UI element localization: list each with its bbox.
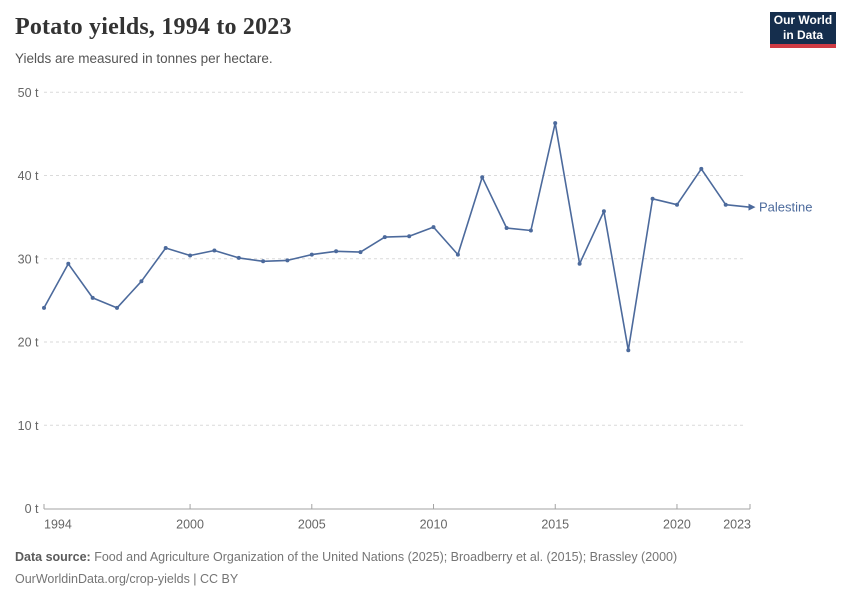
data-point[interactable] — [188, 253, 193, 258]
x-tick-label: 2023 — [723, 518, 751, 532]
data-point[interactable] — [382, 235, 387, 240]
y-tick-label: 0 t — [25, 502, 39, 516]
data-point[interactable] — [139, 279, 144, 284]
series-label[interactable]: Palestine — [759, 200, 812, 215]
data-source-label: Data source: — [15, 550, 91, 564]
x-tick-label: 2020 — [663, 518, 691, 532]
page-title: Potato yields, 1994 to 2023 — [15, 14, 292, 40]
data-point[interactable] — [699, 166, 704, 171]
data-point[interactable] — [163, 246, 168, 250]
data-point[interactable] — [650, 196, 655, 201]
data-point[interactable] — [626, 348, 631, 353]
data-point[interactable] — [90, 295, 95, 300]
data-point[interactable] — [431, 225, 436, 230]
data-point[interactable] — [334, 249, 339, 254]
chart-subtitle: Yields are measured in tonnes per hectar… — [15, 51, 273, 66]
x-tick-label: 2000 — [176, 518, 204, 532]
x-tick-label: 2015 — [541, 518, 569, 532]
data-point[interactable] — [504, 226, 509, 230]
data-point[interactable] — [358, 250, 363, 255]
data-point[interactable] — [407, 234, 412, 239]
data-point[interactable] — [480, 175, 485, 180]
x-tick-label: 1994 — [44, 518, 72, 532]
chart-footer: Data source: Food and Agriculture Organi… — [15, 546, 735, 590]
data-line[interactable] — [43, 122, 751, 352]
data-source-text: Food and Agriculture Organization of the… — [94, 550, 678, 564]
y-tick-label: 50 t — [18, 86, 39, 100]
data-point[interactable] — [601, 209, 606, 214]
y-tick-label: 40 t — [18, 169, 39, 183]
y-tick-label: 10 t — [18, 419, 39, 433]
data-point[interactable] — [675, 202, 679, 207]
data-point[interactable] — [309, 252, 314, 257]
data-point[interactable] — [115, 305, 119, 310]
owid-logo[interactable]: Our World in Data — [770, 12, 836, 48]
y-tick-label: 30 t — [18, 252, 39, 266]
data-point[interactable] — [528, 228, 533, 233]
y-tick-label: 20 t — [18, 336, 39, 350]
data-point[interactable] — [42, 305, 46, 310]
data-point[interactable] — [212, 248, 217, 253]
x-tick-label: 2010 — [420, 518, 448, 532]
logo-line2: in Data — [782, 28, 823, 42]
data-point[interactable] — [236, 255, 241, 260]
data-point[interactable] — [455, 252, 460, 257]
data-source-line: Data source: Food and Agriculture Organi… — [15, 546, 735, 568]
line-chart[interactable]: 0 t 10 t 20 t 30 t 40 t 50 t 1994 2000 2005 2010 2… — [0, 0, 850, 545]
logo-line1: Our World — [773, 13, 833, 27]
data-point[interactable] — [285, 258, 290, 263]
data-point[interactable] — [577, 261, 582, 266]
data-point[interactable] — [553, 121, 558, 126]
data-point[interactable] — [723, 202, 728, 207]
data-point[interactable] — [66, 261, 71, 266]
footer-link[interactable]: OurWorldinData.org/crop-yields | CC BY — [15, 572, 239, 586]
x-tick-label: 2005 — [298, 518, 326, 532]
series-end-arrow-icon — [748, 203, 756, 211]
data-point[interactable] — [261, 259, 266, 264]
